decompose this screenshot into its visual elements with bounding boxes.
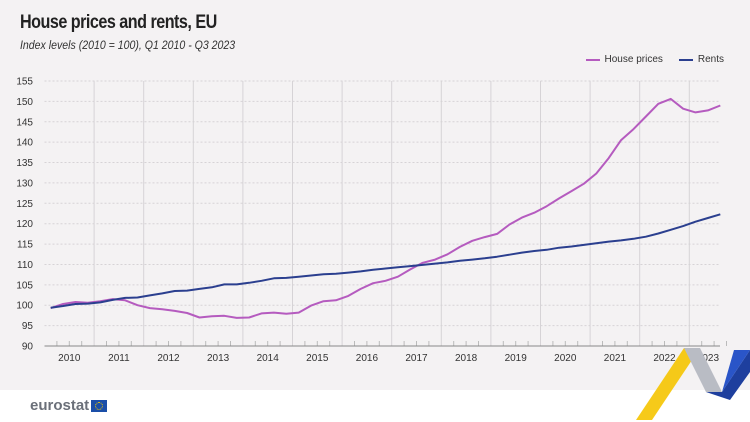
x-tick-label: 2014 [257, 353, 280, 364]
eurostat-logo: eurostat [30, 397, 108, 414]
x-tick-label: 2022 [653, 353, 676, 364]
eu-flag-icon [91, 399, 108, 412]
y-tick-label: 125 [16, 199, 33, 210]
y-tick-label: 150 [16, 97, 33, 108]
y-tick-label: 120 [16, 219, 33, 230]
x-tick-label: 2017 [405, 353, 428, 364]
chart-title: House prices and rents, EU [20, 12, 217, 33]
x-tick-label: 2019 [505, 353, 528, 364]
y-tick-label: 140 [16, 138, 33, 149]
x-tick-label: 2015 [306, 353, 329, 364]
y-tick-label: 105 [16, 280, 33, 291]
eurostat-ribbon-graphic [636, 348, 750, 420]
x-tick-label: 2010 [58, 353, 81, 364]
series-line-rents [50, 213, 721, 309]
y-tick-label: 145 [16, 117, 33, 128]
legend-label: House prices [604, 54, 663, 65]
y-tick-label: 100 [16, 301, 33, 312]
x-tick-label: 2016 [356, 353, 379, 364]
x-tick-label: 2013 [207, 353, 230, 364]
x-tick-label: 2011 [108, 353, 130, 364]
y-tick-label: 95 [22, 321, 34, 332]
logo-text: eurostat [30, 397, 90, 414]
x-tick-label: 2023 [697, 353, 720, 364]
chart-subtitle: Index levels (2010 = 100), Q1 2010 - Q3 … [20, 38, 236, 52]
y-tick-label: 155 [16, 77, 33, 88]
legend-swatch [678, 58, 693, 61]
x-tick-label: 2021 [604, 353, 627, 364]
y-tick-label: 135 [16, 158, 33, 169]
legend-item-house-prices[interactable]: House prices [585, 54, 663, 65]
legend-swatch [585, 58, 600, 61]
y-tick-label: 90 [22, 342, 34, 353]
series-line-house-prices [50, 97, 721, 319]
legend-item-rents[interactable]: Rents [678, 54, 724, 65]
x-tick-label: 2020 [554, 353, 577, 364]
x-tick-label: 2012 [157, 353, 180, 364]
legend-label: Rents [697, 54, 724, 65]
y-tick-label: 130 [16, 178, 33, 189]
legend: House prices Rents [585, 54, 724, 65]
x-tick-label: 2018 [455, 353, 478, 364]
y-tick-label: 110 [17, 260, 33, 271]
chart-panel [0, 0, 750, 390]
y-tick-label: 115 [17, 240, 33, 251]
